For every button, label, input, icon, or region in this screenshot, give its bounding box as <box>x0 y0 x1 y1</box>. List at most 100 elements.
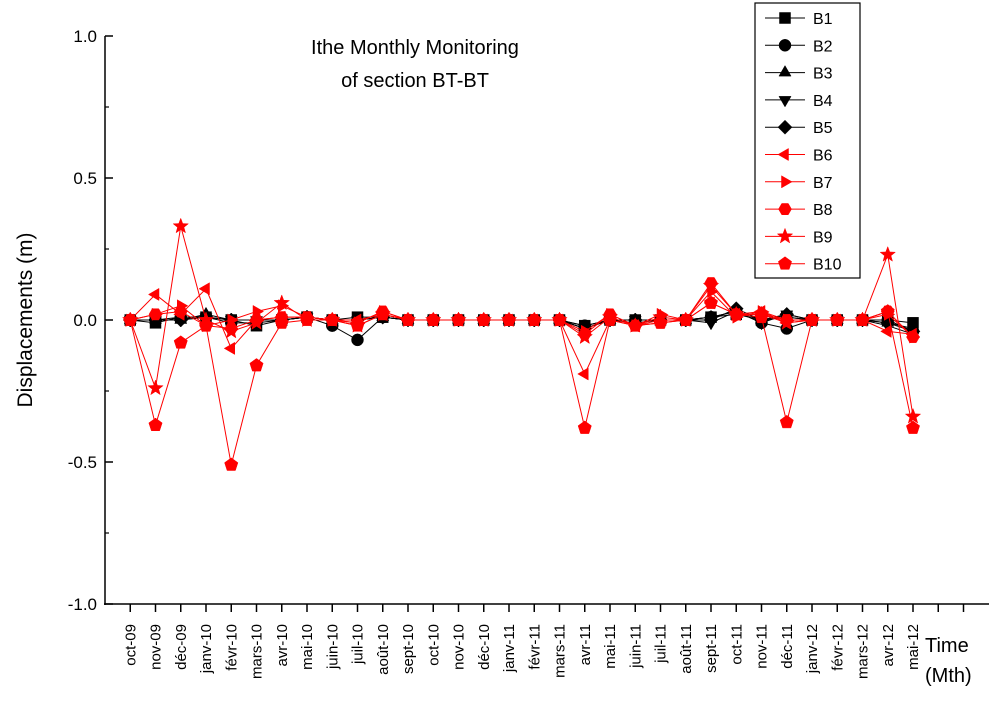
x-tick-label: août-11 <box>678 624 695 674</box>
x-tick-label: févr-12 <box>829 624 846 671</box>
series <box>126 285 921 344</box>
series-line <box>129 302 914 465</box>
marker <box>173 335 188 349</box>
marker <box>805 312 819 326</box>
x-axis-label: Time <box>925 635 969 657</box>
series <box>122 282 917 381</box>
x-tick-label: févr-11 <box>526 624 543 670</box>
x-tick-label: nov-11 <box>754 624 771 669</box>
legend-label: B8 <box>813 202 833 219</box>
marker <box>628 318 643 332</box>
marker <box>577 420 592 434</box>
x-tick-label: déc-10 <box>476 624 493 670</box>
marker <box>350 318 365 332</box>
x-tick-label: nov-10 <box>451 624 468 670</box>
legend-label: B10 <box>813 257 842 274</box>
marker <box>778 39 792 52</box>
marker <box>502 312 516 326</box>
marker <box>476 312 491 326</box>
x-tick-label: mars-11 <box>552 624 569 678</box>
marker <box>552 312 567 326</box>
legend: B1 B2 B3 B4 B5 B6 B7 B8 B9 B10 <box>754 2 861 279</box>
marker <box>778 65 792 77</box>
legend-label: B7 <box>813 175 833 192</box>
marker <box>576 328 594 345</box>
chart-title: of section BT-BT <box>341 70 489 92</box>
x-tick-label: nov-09 <box>148 624 165 670</box>
marker <box>223 341 235 355</box>
chart-title: Ithe Monthly Monitoring <box>311 37 519 59</box>
marker <box>906 420 920 434</box>
marker <box>273 294 291 311</box>
y-tick-label: -1.0 <box>68 595 97 614</box>
legend-label: B6 <box>813 148 833 165</box>
marker <box>830 312 845 326</box>
series <box>123 295 920 471</box>
x-tick-label: janv-12 <box>804 624 821 674</box>
x-tick-label: juil-11 <box>653 624 670 664</box>
legend-label: B3 <box>813 66 833 83</box>
legend-label: B9 <box>813 229 833 246</box>
x-tick-label: janv-10 <box>198 624 215 674</box>
marker <box>148 308 163 321</box>
marker <box>123 312 138 326</box>
marker <box>426 312 441 326</box>
x-tick-label: juin-10 <box>324 624 341 670</box>
marker <box>904 407 922 424</box>
x-tick-label: févr-10 <box>223 624 240 671</box>
x-tick-label: avr-11 <box>577 624 594 665</box>
legend-box <box>754 2 861 279</box>
marker <box>702 277 720 293</box>
legend-label: B1 <box>813 11 833 28</box>
marker <box>148 417 163 431</box>
x-tick-label: oct-11 <box>728 624 745 665</box>
x-tick-label: mars-10 <box>249 624 266 679</box>
legend-label: B5 <box>813 120 833 137</box>
marker <box>401 312 415 326</box>
marker <box>603 312 617 326</box>
marker <box>300 312 314 326</box>
marker <box>147 287 160 301</box>
marker <box>880 324 892 338</box>
x-tick-label: juil-10 <box>350 624 367 665</box>
series <box>124 305 920 347</box>
x-axis-label: (Mth) <box>925 665 972 687</box>
marker <box>451 312 466 326</box>
y-tick-label: 1.0 <box>73 27 97 46</box>
legend-label: B4 <box>813 93 833 110</box>
marker <box>678 312 693 326</box>
marker <box>173 305 188 318</box>
marker <box>754 309 769 324</box>
series-line <box>130 282 914 338</box>
marker <box>778 314 796 330</box>
series-line <box>129 287 914 376</box>
marker <box>222 322 240 339</box>
x-tick-label: oct-10 <box>425 624 442 666</box>
y-tick-label: -0.5 <box>68 453 97 472</box>
series <box>123 303 920 333</box>
x-tick-label: avr-10 <box>274 624 291 667</box>
marker <box>248 314 265 330</box>
x-tick-label: mai-10 <box>299 624 316 670</box>
marker <box>880 304 895 318</box>
marker <box>527 312 542 326</box>
x-tick-label: déc-09 <box>173 624 190 670</box>
x-tick-label: déc-11 <box>779 624 796 669</box>
marker <box>224 457 239 471</box>
marker <box>729 307 744 321</box>
x-tick-label: sept-11 <box>703 624 720 673</box>
marker <box>778 96 792 108</box>
x-tick-label: mai-12 <box>905 624 922 670</box>
marker <box>779 12 791 24</box>
x-tick-label: janv-11 <box>501 624 518 673</box>
marker <box>249 358 264 372</box>
marker <box>777 148 789 161</box>
marker <box>351 333 364 347</box>
marker <box>325 312 340 326</box>
x-tick-label: sept-10 <box>400 624 417 674</box>
marker <box>778 203 792 215</box>
x-tick-label: mars-12 <box>855 624 872 679</box>
marker <box>906 331 920 343</box>
marker <box>703 312 719 328</box>
